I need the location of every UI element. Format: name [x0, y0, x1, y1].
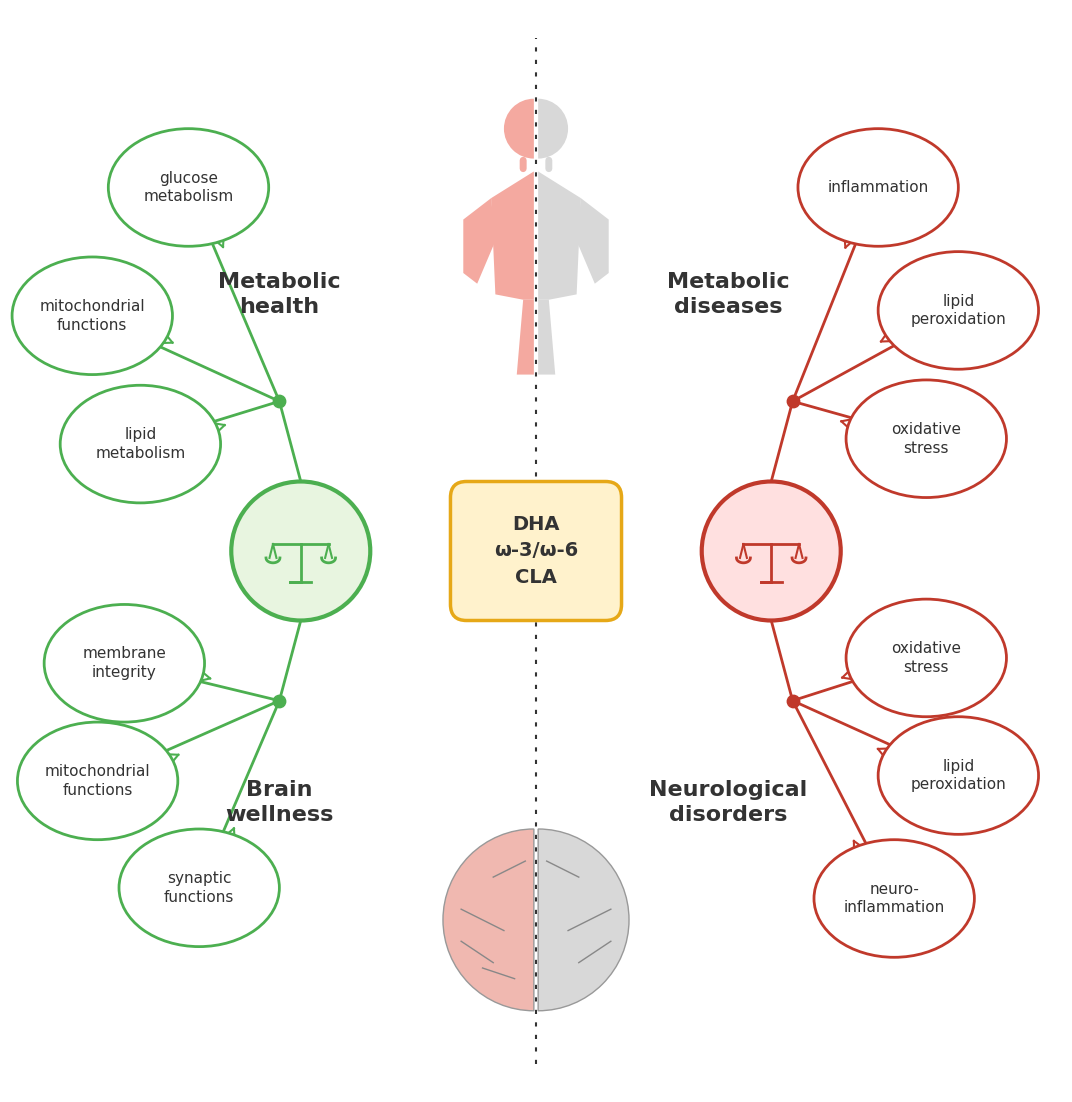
Text: Metabolic
health: Metabolic health	[218, 272, 341, 316]
Text: Brain
wellness: Brain wellness	[225, 780, 333, 824]
Ellipse shape	[17, 722, 178, 840]
Text: mitochondrial
functions: mitochondrial functions	[40, 299, 145, 333]
Ellipse shape	[878, 716, 1039, 834]
Text: lipid
metabolism: lipid metabolism	[95, 428, 185, 461]
Wedge shape	[538, 829, 629, 1011]
Ellipse shape	[814, 840, 974, 958]
Text: oxidative
stress: oxidative stress	[891, 641, 962, 674]
FancyBboxPatch shape	[450, 482, 622, 620]
Text: synaptic
functions: synaptic functions	[164, 871, 235, 905]
Text: Neurological
disorders: Neurological disorders	[650, 780, 807, 824]
Point	[271, 392, 288, 410]
PathPatch shape	[538, 172, 581, 300]
Point	[271, 692, 288, 710]
Ellipse shape	[798, 129, 958, 246]
Point	[784, 692, 801, 710]
Wedge shape	[443, 829, 534, 1011]
Text: membrane
integrity: membrane integrity	[83, 647, 166, 680]
Text: Metabolic
diseases: Metabolic diseases	[667, 272, 790, 316]
Wedge shape	[504, 99, 534, 159]
PathPatch shape	[577, 198, 609, 283]
Text: neuro-
inflammation: neuro- inflammation	[844, 882, 944, 916]
Ellipse shape	[846, 599, 1007, 716]
Circle shape	[702, 482, 840, 620]
PathPatch shape	[517, 300, 534, 375]
Text: inflammation: inflammation	[828, 180, 928, 195]
Text: DHA
ω-3/ω-6
CLA: DHA ω-3/ω-6 CLA	[494, 515, 578, 587]
Point	[784, 392, 801, 410]
PathPatch shape	[491, 172, 534, 300]
Text: oxidative
stress: oxidative stress	[891, 422, 962, 455]
Text: mitochondrial
functions: mitochondrial functions	[45, 764, 150, 798]
Circle shape	[232, 482, 370, 620]
Wedge shape	[538, 99, 568, 159]
Ellipse shape	[12, 257, 173, 375]
PathPatch shape	[463, 198, 495, 283]
Ellipse shape	[878, 251, 1039, 369]
PathPatch shape	[538, 300, 555, 375]
Ellipse shape	[108, 129, 269, 246]
Ellipse shape	[119, 829, 280, 947]
Ellipse shape	[44, 605, 205, 722]
Text: lipid
peroxidation: lipid peroxidation	[910, 759, 1007, 792]
Ellipse shape	[60, 386, 221, 503]
Ellipse shape	[846, 380, 1007, 497]
Text: glucose
metabolism: glucose metabolism	[144, 171, 234, 204]
Text: lipid
peroxidation: lipid peroxidation	[910, 293, 1007, 327]
